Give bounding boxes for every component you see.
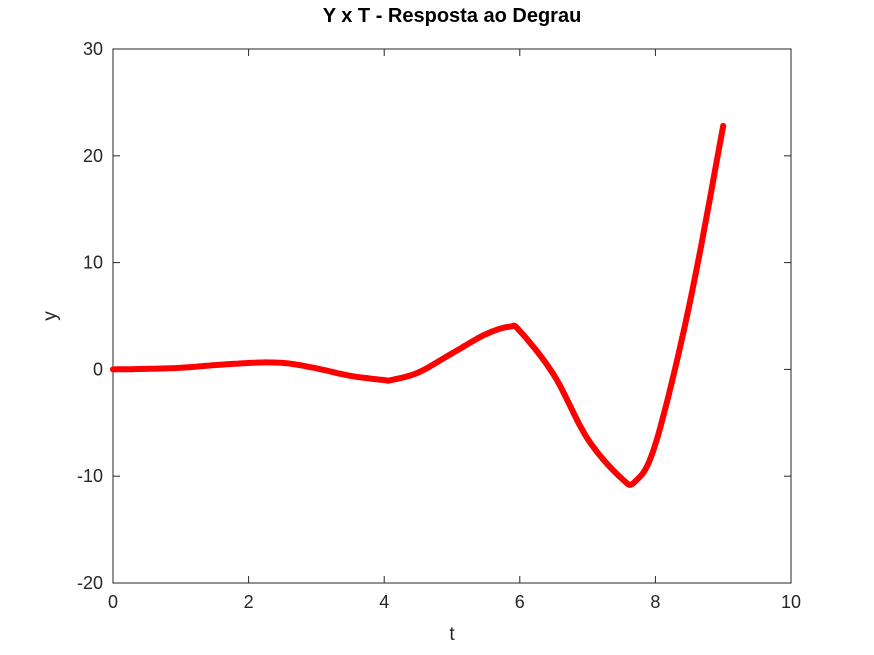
x-tick-label: 6 — [515, 592, 525, 612]
x-tick-label: 4 — [379, 592, 389, 612]
y-tick-label: 30 — [83, 39, 103, 59]
y-axis-label: y — [40, 311, 61, 321]
chart-title: Y x T - Resposta ao Degrau — [323, 5, 582, 27]
series-line — [110, 122, 727, 488]
y-tick-label: -10 — [77, 466, 103, 486]
plot-area — [112, 48, 792, 584]
x-axis: 0 2 4 6 8 10 — [108, 49, 801, 612]
x-tick-label: 0 — [108, 592, 118, 612]
y-tick-label: 20 — [83, 146, 103, 166]
y-axis: -20 -10 0 10 20 30 — [77, 39, 791, 593]
x-axis-label: t — [449, 624, 455, 645]
x-tick-label: 8 — [650, 592, 660, 612]
y-tick-label: 10 — [83, 253, 103, 273]
y-tick-label: -20 — [77, 573, 103, 593]
x-tick-label: 10 — [781, 592, 801, 612]
y-tick-label: 0 — [93, 359, 103, 379]
x-tick-label: 2 — [244, 592, 254, 612]
